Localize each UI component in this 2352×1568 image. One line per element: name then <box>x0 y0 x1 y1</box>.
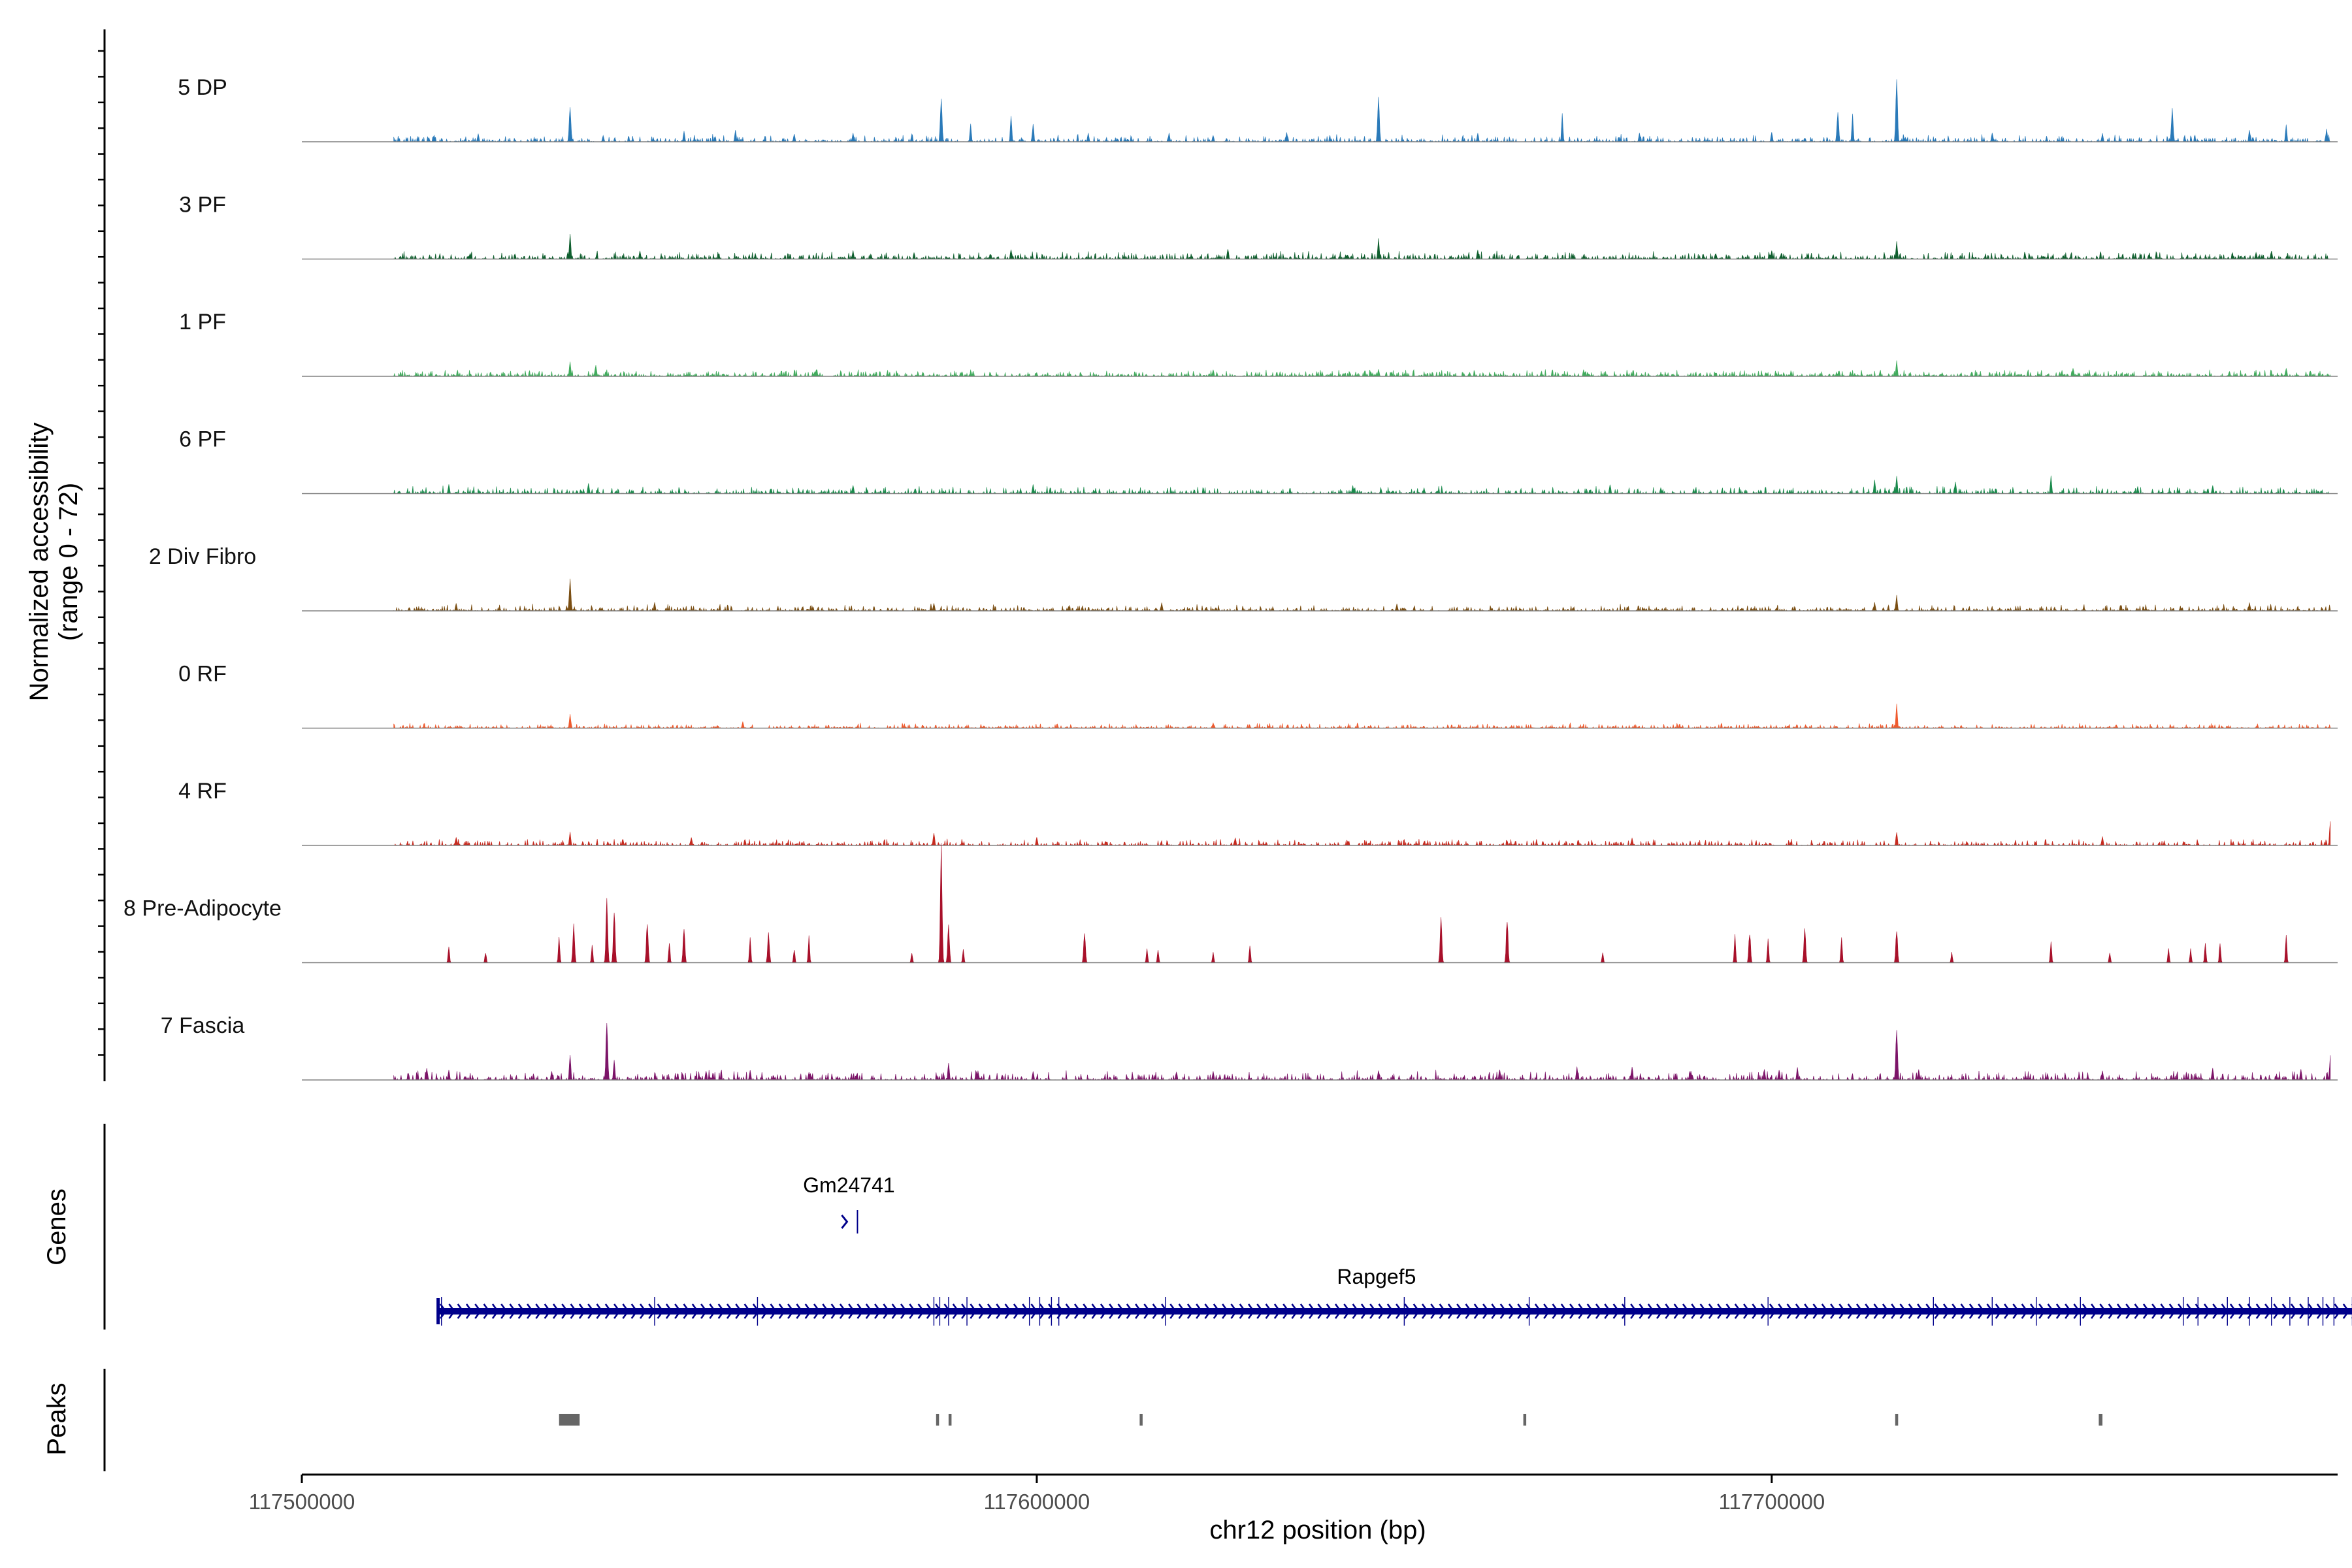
track-label: 8 Pre-Adipocyte <box>123 896 282 921</box>
peak-region <box>1139 1414 1143 1426</box>
track-label: 4 RF <box>178 779 227 804</box>
coverage-area <box>393 1022 2331 1081</box>
peaks-panel-label: Peaks <box>42 1382 71 1455</box>
gene-rapgef5: Rapgef5 <box>436 1265 2352 1326</box>
track-3-pf: 3 PF <box>179 193 2338 260</box>
coverage-area <box>393 821 2331 847</box>
track-0-rf: 0 RF <box>178 662 2338 729</box>
track-label: 0 RF <box>178 662 227 687</box>
coverage-y-axis-ticks <box>98 50 105 1056</box>
coverage-area <box>393 704 2331 729</box>
peak-region <box>936 1414 939 1426</box>
peak-region <box>1523 1414 1527 1426</box>
x-tick-label: 117700000 <box>1718 1490 1825 1514</box>
track-label: 1 PF <box>179 310 226 335</box>
track-label: 2 Div Fibro <box>149 544 256 569</box>
track-label: 3 PF <box>179 193 226 218</box>
peak-region <box>948 1414 952 1426</box>
peaks-track <box>559 1414 2103 1426</box>
track-label: 6 PF <box>179 427 226 452</box>
peak-region <box>2099 1414 2103 1426</box>
genes-track: Gm24741 Rapgef5 <box>436 1173 2352 1326</box>
genes-panel-label: Genes <box>42 1188 71 1266</box>
peak-region <box>1895 1414 1899 1426</box>
strand-chevrons <box>440 1303 2352 1319</box>
track-1-pf: 1 PF <box>179 310 2338 378</box>
gene-start-cap <box>436 1298 440 1324</box>
coverage-area <box>393 475 2330 495</box>
coverage-area <box>393 360 2331 378</box>
y-axis-range-label: (range 0 - 72) <box>54 483 83 641</box>
x-tick-label: 117600000 <box>984 1490 1090 1514</box>
track-8-pre-adipocyte: 8 Pre-Adipocyte <box>123 843 2338 964</box>
track-4-rf: 4 RF <box>178 779 2338 847</box>
gene-body <box>438 1308 2352 1315</box>
track-label: 5 DP <box>178 75 227 100</box>
coverage-area <box>393 233 2330 260</box>
x-tick-label: 117500000 <box>249 1490 355 1514</box>
peak-region <box>559 1414 580 1426</box>
coverage-area <box>393 843 2330 963</box>
track-label: 7 Fascia <box>161 1013 245 1038</box>
coverage-tracks: 5 DP 3 PF 1 PF 6 PF 2 Div Fibro 0 RF 4 RF 8 Pre… <box>123 75 2338 1081</box>
strand-chevron <box>841 1215 849 1229</box>
gene-gm24741: Gm24741 <box>803 1173 895 1233</box>
track-7-fascia: 7 Fascia <box>161 1013 2338 1081</box>
x-axis-ticks: 117500000 117600000 117700000 <box>249 1475 1825 1514</box>
track-5-dp: 5 DP <box>178 75 2338 143</box>
gene-label: Gm24741 <box>803 1173 895 1197</box>
y-axis-title: Normalized accessibility <box>25 423 54 702</box>
track-6-pf: 6 PF <box>179 427 2338 495</box>
x-axis-title: chr12 position (bp) <box>1209 1516 1426 1544</box>
coverage-area <box>393 79 2331 143</box>
coverage-area <box>393 578 2331 612</box>
track-2-div-fibro: 2 Div Fibro <box>149 544 2338 612</box>
gene-label: Rapgef5 <box>1337 1265 1416 1288</box>
